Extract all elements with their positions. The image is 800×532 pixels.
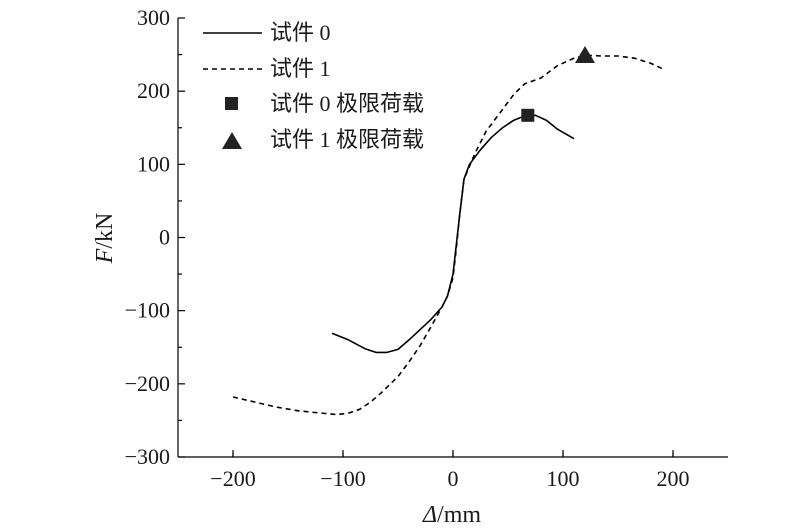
- ticks: −300 −200 −100 0 100 200 300 −200 −100 0 100 200: [125, 5, 690, 491]
- legend-square-icon: [225, 97, 238, 110]
- y-tick-label: 100: [137, 151, 170, 176]
- y-tick-label: −100: [125, 298, 170, 323]
- legend-label-series-1: 试件 1: [270, 56, 331, 81]
- x-tick-label: 100: [547, 466, 580, 491]
- x-tick-label: −200: [210, 466, 255, 491]
- legend-label-series-0: 试件 0: [270, 20, 331, 45]
- y-tick-label: 0: [159, 225, 170, 250]
- plot-lines: [232, 46, 663, 416]
- y-tick-label: 200: [137, 78, 170, 103]
- x-tick-label: −100: [320, 466, 365, 491]
- y-tick-label: −200: [125, 371, 170, 396]
- x-axis-title: Δ/mm: [422, 502, 481, 528]
- ultimate-load-marker-0: [521, 108, 535, 122]
- y-axis-title: F/kN: [92, 213, 118, 265]
- x-tick-label: 0: [448, 466, 459, 491]
- x-tick-label: 200: [657, 466, 690, 491]
- axes: [177, 18, 728, 458]
- y-tick-label: 300: [137, 5, 170, 30]
- legend: 试件 0 试件 1 试件 0 极限荷载 试件 1 极限荷载: [203, 20, 424, 152]
- ultimate-load-marker-1: [575, 46, 595, 64]
- legend-triangle-icon: [222, 132, 242, 149]
- legend-label-marker-0: 试件 0 极限荷载: [270, 91, 424, 116]
- legend-label-marker-1: 试件 1 极限荷载: [270, 127, 424, 152]
- y-tick-label: −300: [125, 444, 170, 469]
